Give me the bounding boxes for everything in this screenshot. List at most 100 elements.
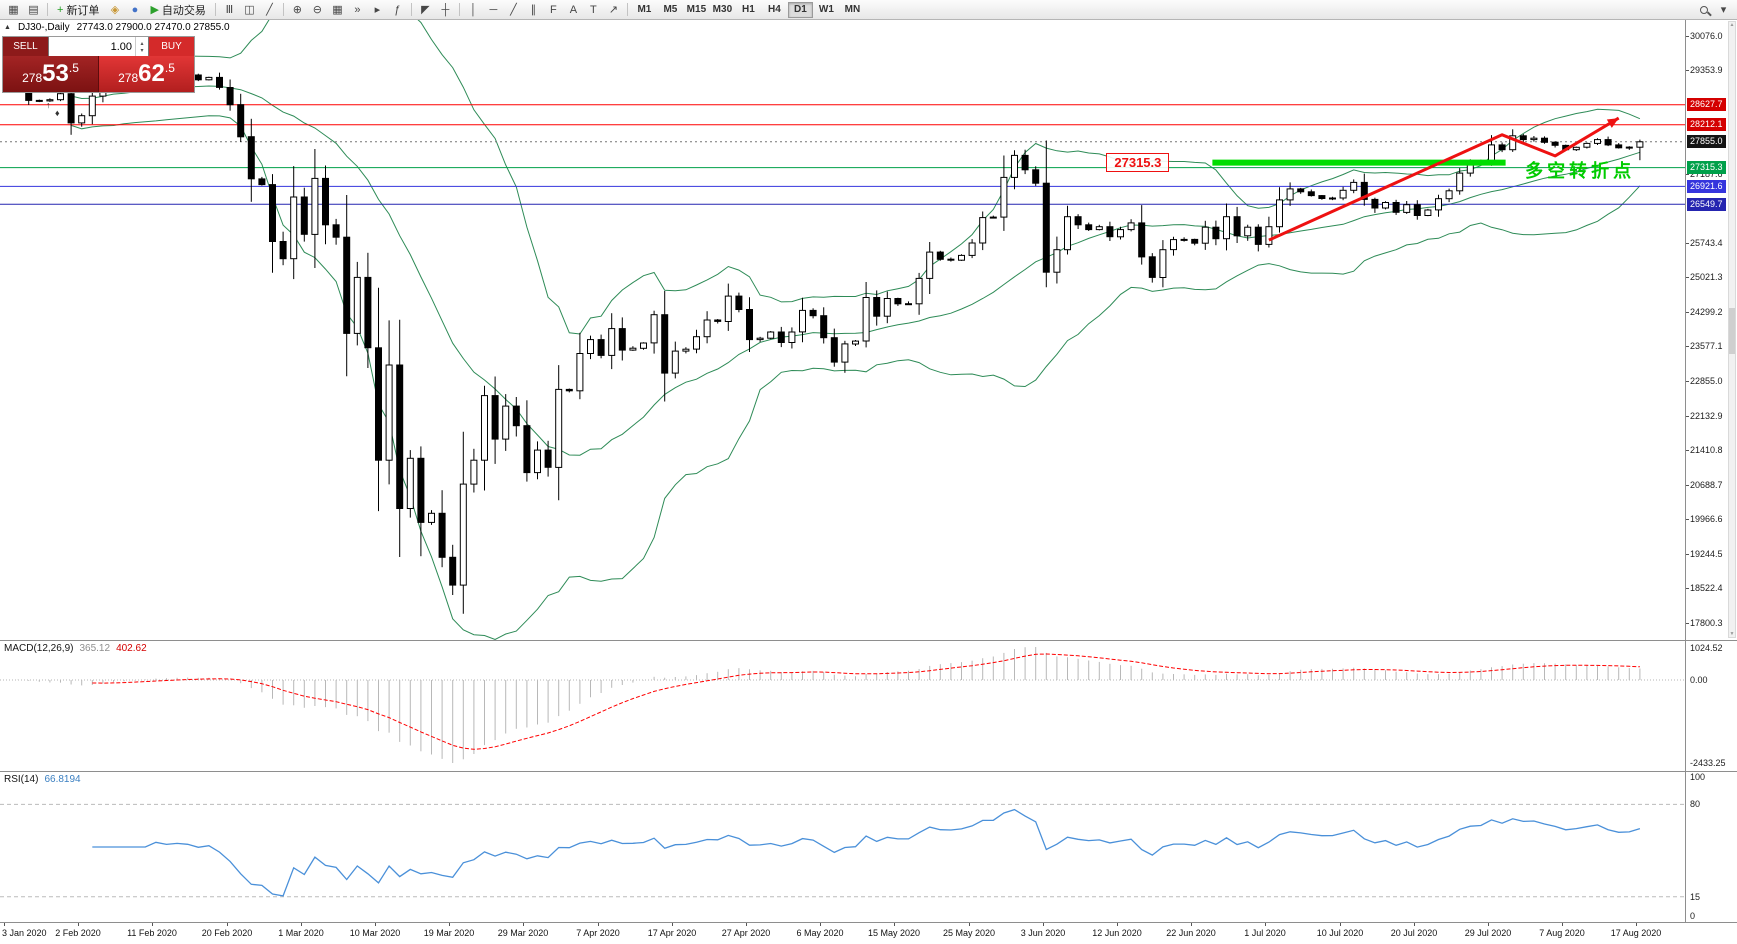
bollinger-up [71, 20, 1641, 335]
zoom-out-icon[interactable]: ⊖ [308, 1, 327, 18]
zoom-in-icon[interactable]: ⊕ [288, 1, 307, 18]
scroll-down-icon[interactable]: ▼ [1729, 631, 1735, 637]
dropdown-icon[interactable]: ▾ [1720, 4, 1727, 16]
text-label-icon[interactable]: T [584, 1, 603, 18]
chart-profiles-icon[interactable]: ▤ [24, 1, 43, 18]
auto-scroll-icon[interactable]: » [348, 1, 367, 18]
vertical-line-icon-glyph: │ [469, 3, 477, 16]
time-tickmark [4, 923, 5, 926]
timeframe-mn[interactable]: MN [844, 4, 861, 15]
timeframe-m15[interactable]: M15 [686, 4, 707, 15]
time-tickmark [1265, 923, 1266, 926]
timeframe-h4[interactable]: H4 [768, 4, 781, 15]
price-badge: 28627.7 [1687, 98, 1726, 111]
price-tick-label: 21410.8 [1690, 445, 1723, 455]
rsi-plot [0, 803, 1685, 898]
date-label: 29 Jul 2020 [1464, 928, 1512, 938]
trendline-icon[interactable]: ╱ [504, 1, 523, 18]
metaeditor-icon[interactable]: ◈ [105, 1, 124, 18]
vertical-scrollbar[interactable]: ▲ ▼ [1728, 21, 1736, 638]
volume-input[interactable] [49, 37, 135, 56]
volume-increase-icon[interactable]: ▴ [140, 40, 144, 47]
price-tick-label: 25021.3 [1690, 272, 1723, 282]
pane-separator[interactable] [0, 640, 1737, 641]
new-order-button[interactable]: + 新订单 [52, 1, 104, 18]
crosshair-icon[interactable]: ┼ [436, 1, 455, 18]
autotrading-button-label: 自动交易 [161, 4, 206, 17]
indicators-icon[interactable]: ƒ [388, 1, 407, 18]
buy-price-big: 62 [138, 60, 165, 87]
price-tick-label: 24299.2 [1690, 307, 1723, 317]
price-tickmark [1685, 416, 1689, 417]
volume-decrease-icon[interactable]: ▾ [140, 47, 144, 54]
indicators-icon-glyph: ƒ [394, 3, 401, 16]
metaeditor-icon-glyph: ◈ [110, 4, 120, 16]
timeframe-h1[interactable]: H1 [742, 4, 755, 15]
sell-price-button[interactable]: 278 53.5 [3, 56, 99, 92]
buy-button[interactable]: BUY [148, 37, 194, 56]
time-tickmark [449, 923, 450, 926]
volume-box: ▴ ▾ [49, 37, 148, 56]
price-badge: 28212.1 [1687, 118, 1726, 131]
time-tickmark [1117, 923, 1118, 926]
search-icon[interactable] [1694, 1, 1713, 18]
text-icon[interactable]: A [564, 1, 583, 18]
time-tickmark [969, 923, 970, 926]
equidistant-channel-icon[interactable]: ∥ [524, 1, 543, 18]
arrows-icon[interactable]: ↗ [604, 1, 623, 18]
time-axis[interactable]: 3 Jan 2020 2 Feb 2020 11 Feb 2020 20 Feb 20… [0, 923, 1685, 944]
date-label: 20 Jul 2020 [1390, 928, 1438, 938]
new-order-button-label: 新订单 [66, 4, 100, 17]
buy-price-decimal: .5 [164, 61, 175, 75]
horizontal-line-icon[interactable]: ─ [484, 1, 503, 18]
vertical-line-icon[interactable]: │ [464, 1, 483, 18]
new-order-glyph: + [57, 3, 64, 16]
quote-line: ▲ DJ30-,Daily 27743.0 27900.0 27470.0 27… [4, 22, 230, 33]
one-click-toggle-icon[interactable]: ▲ [4, 24, 11, 31]
trend-arrow[interactable] [1268, 116, 1620, 242]
horizontal-line-icon-glyph: ─ [489, 3, 498, 16]
grid-icon-glyph: ▦ [332, 4, 343, 16]
timeframe-m5[interactable]: M5 [663, 4, 678, 15]
timeframe-m1[interactable]: M1 [637, 4, 652, 15]
new-chart-icon[interactable]: ▦ [4, 1, 23, 18]
time-tickmark [78, 923, 79, 926]
sell-button[interactable]: SELL [3, 37, 49, 56]
date-label: 3 Jun 2020 [1020, 928, 1066, 938]
chart-shift-icon[interactable]: ▸ [368, 1, 387, 18]
price-chart-plot[interactable] [0, 20, 1685, 640]
market-watch-icon[interactable]: ● [125, 1, 144, 18]
toolbar-separator [282, 3, 284, 16]
turning-point-label[interactable]: 多空转折点 [1525, 161, 1636, 181]
date-label: 2 Feb 2020 [55, 928, 101, 938]
timeframe-w1[interactable]: W1 [818, 4, 834, 15]
line-chart-icon[interactable]: ╱ [260, 1, 279, 18]
buy-price-button[interactable]: 278 62.5 [99, 56, 194, 92]
price-level-annotation[interactable]: 27315.3 [1106, 153, 1170, 172]
price-tickmark [1685, 174, 1689, 175]
price-tickmark [1685, 346, 1689, 347]
bollinger-mid [70, 85, 1641, 456]
cursor-icon[interactable]: ◤ [416, 1, 435, 18]
timeframe-m30[interactable]: M30 [712, 4, 733, 15]
timeframe-d1[interactable]: D1 [787, 1, 813, 18]
date-label: 22 Jun 2020 [1166, 928, 1216, 938]
bar-chart-icon[interactable]: Ⅲ [220, 1, 239, 18]
macd-name: MACD(12,26,9) [4, 643, 74, 654]
scrollbar-thumb[interactable] [1729, 307, 1735, 354]
pane-separator[interactable] [0, 922, 1737, 923]
autotrading-button[interactable]: ▶ 自动交易 [145, 1, 210, 18]
toolbar-separator [458, 3, 460, 16]
rsi-scale-label: 100 [1690, 772, 1706, 782]
fibonacci-icon[interactable]: F [544, 1, 563, 18]
date-label: 3 Jan 2020 [2, 928, 47, 938]
magnifier-glyph [1699, 5, 1708, 14]
chart-mark-icon: ♦ [55, 108, 60, 118]
pane-separator[interactable] [0, 771, 1737, 772]
date-label: 25 May 2020 [942, 928, 996, 938]
scroll-up-icon[interactable]: ▲ [1729, 22, 1735, 28]
grid-icon[interactable]: ▦ [328, 1, 347, 18]
rsi-scale-label: 80 [1690, 799, 1701, 809]
date-label: 27 Apr 2020 [721, 928, 771, 938]
candlestick-chart-icon[interactable]: ◫ [240, 1, 259, 18]
